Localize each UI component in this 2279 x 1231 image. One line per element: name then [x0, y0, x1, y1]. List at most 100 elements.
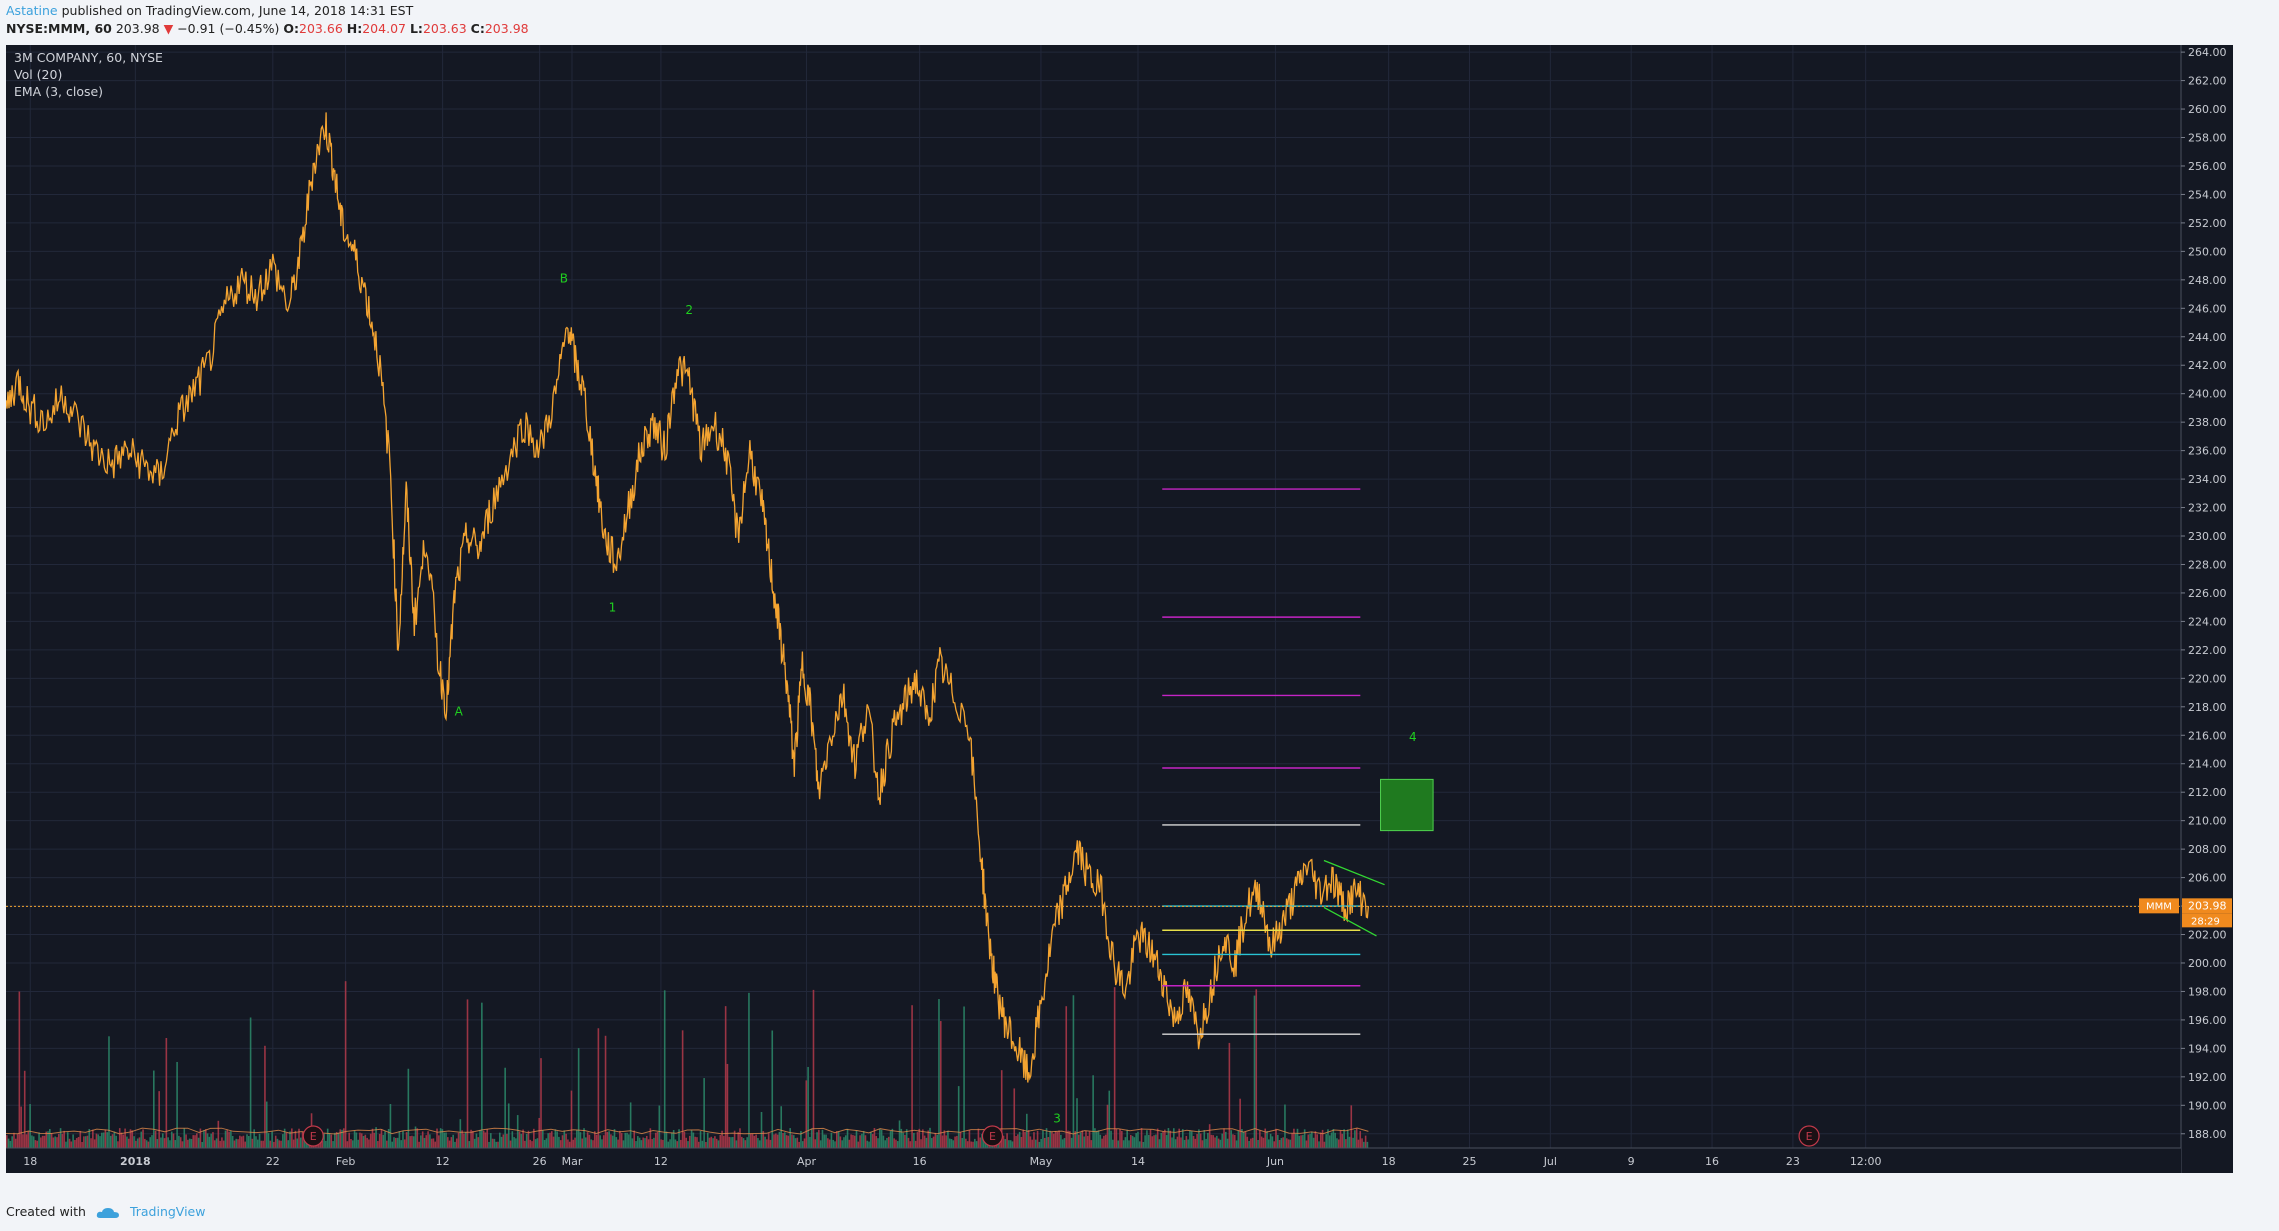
- volume-bar: [118, 1128, 121, 1148]
- volume-bar: [898, 1120, 901, 1148]
- volume-bar: [454, 1141, 456, 1148]
- volume-bar: [491, 1138, 494, 1148]
- volume-bar: [669, 1139, 671, 1148]
- volume-bar: [1239, 1098, 1241, 1148]
- earnings-marker[interactable]: [302, 1125, 324, 1147]
- volume-bar: [678, 1129, 680, 1148]
- tradingview-link[interactable]: TradingView: [129, 1204, 206, 1219]
- volume-bar: [169, 1140, 171, 1148]
- volume-bar: [1348, 1136, 1351, 1148]
- price-axis[interactable]: [2181, 45, 2233, 1173]
- volume-bar: [192, 1135, 195, 1148]
- volume-bar: [602, 1135, 605, 1148]
- earnings-marker[interactable]: [981, 1125, 1004, 1147]
- volume-bar: [317, 1138, 320, 1148]
- price-tick-label: 196.00: [2188, 1014, 2227, 1027]
- volume-bar: [1366, 1141, 1369, 1148]
- price-tick-label: 212.00: [2188, 786, 2227, 799]
- wave-label[interactable]: 3: [1053, 1111, 1061, 1125]
- volume-bar: [1276, 1134, 1279, 1148]
- wave-label[interactable]: 1: [609, 600, 617, 614]
- volume-bar: [620, 1133, 623, 1148]
- wave-label[interactable]: A: [455, 704, 464, 718]
- volume-bar: [1092, 1075, 1094, 1148]
- volume-bar: [68, 1138, 71, 1148]
- volume-bar: [1009, 1140, 1012, 1148]
- volume-bar: [50, 1133, 53, 1148]
- price-tick-label: 188.00: [2188, 1128, 2227, 1141]
- legend-volume[interactable]: Vol (20): [14, 67, 63, 82]
- volume-bar: [559, 1140, 562, 1148]
- legend-ema[interactable]: EMA (3, close): [14, 84, 104, 99]
- volume-bar: [427, 1131, 429, 1148]
- volume-bar: [348, 1132, 350, 1148]
- low-value: 203.63: [422, 21, 467, 36]
- volume-bar: [231, 1135, 234, 1148]
- open-value: 203.66: [299, 21, 343, 36]
- volume-bar: [1173, 1128, 1175, 1148]
- wave-label[interactable]: B: [560, 272, 568, 286]
- volume-bar: [1086, 1135, 1089, 1148]
- volume-bar: [1230, 1130, 1232, 1148]
- volume-bar: [1334, 1132, 1336, 1148]
- volume-bar: [1126, 1129, 1129, 1148]
- volume-bar: [925, 1137, 928, 1148]
- earnings-marker[interactable]: [1798, 1125, 1820, 1147]
- volume-bar: [1212, 1135, 1215, 1148]
- volume-bar: [154, 1130, 157, 1148]
- symbol-tag-label: MMM: [2146, 901, 2172, 912]
- volume-bar: [362, 1135, 365, 1148]
- legend-title[interactable]: 3M COMPANY, 60, NYSE: [14, 50, 163, 65]
- chart-area[interactable]: B 2 A 1 4 3 E E E 264.00 262.00 260.00 258.00 256.00 2…: [6, 45, 2233, 1173]
- time-axis[interactable]: [6, 1148, 2181, 1173]
- volume-bar: [857, 1141, 860, 1148]
- volume-bar: [644, 1138, 646, 1148]
- volume-bar: [934, 1132, 937, 1148]
- volume-bar: [213, 1140, 216, 1148]
- volume-bar: [948, 1138, 951, 1148]
- volume-bar: [199, 1128, 202, 1148]
- volume-bar: [653, 1137, 655, 1148]
- volume-bar: [516, 1115, 519, 1148]
- volume-bar: [307, 1131, 309, 1148]
- volume-bar: [1287, 1139, 1290, 1148]
- volume-bar: [1339, 1130, 1342, 1148]
- volume-bar: [1031, 1139, 1033, 1148]
- time-tick-label: 2018: [120, 1155, 151, 1168]
- volume-bar: [515, 1138, 517, 1148]
- author-link[interactable]: Astatine: [6, 3, 58, 18]
- volume-bar: [224, 1130, 227, 1148]
- volume-bar: [163, 1138, 166, 1148]
- wave-label[interactable]: 2: [685, 303, 693, 317]
- volume-bar: [905, 1129, 908, 1148]
- earnings-marker-label[interactable]: E: [1806, 1130, 1813, 1143]
- volume-bar: [403, 1139, 406, 1148]
- wedge-trendline[interactable]: [1323, 906, 1377, 937]
- volume-bar: [106, 1132, 108, 1148]
- volume-bar: [448, 1140, 451, 1148]
- earnings-marker-label[interactable]: E: [310, 1130, 317, 1143]
- volume-bar: [552, 1136, 555, 1148]
- earnings-marker-label[interactable]: E: [989, 1130, 996, 1143]
- volume-bar: [490, 1133, 492, 1148]
- volume-bar: [637, 1136, 639, 1148]
- volume-bar: [40, 1137, 42, 1148]
- volume-bar: [310, 1113, 313, 1148]
- volume-bar: [323, 1133, 325, 1148]
- price-line: [6, 112, 1370, 1083]
- volume-bar: [611, 1135, 614, 1148]
- volume-bar: [1015, 1136, 1017, 1148]
- volume-bar: [991, 1141, 994, 1148]
- target-box[interactable]: [1380, 778, 1434, 832]
- volume-bar: [995, 1130, 998, 1148]
- volume-bar: [135, 1140, 137, 1148]
- volume-bar: [748, 992, 750, 1148]
- volume-bar: [524, 1140, 526, 1148]
- volume-bar: [692, 1132, 695, 1148]
- volume-bar: [178, 1135, 180, 1148]
- wave-label[interactable]: 4: [1409, 730, 1417, 744]
- volume-bar: [597, 1028, 600, 1148]
- time-tick-label: 14: [1131, 1155, 1145, 1168]
- wedge-trendline[interactable]: [1323, 859, 1385, 886]
